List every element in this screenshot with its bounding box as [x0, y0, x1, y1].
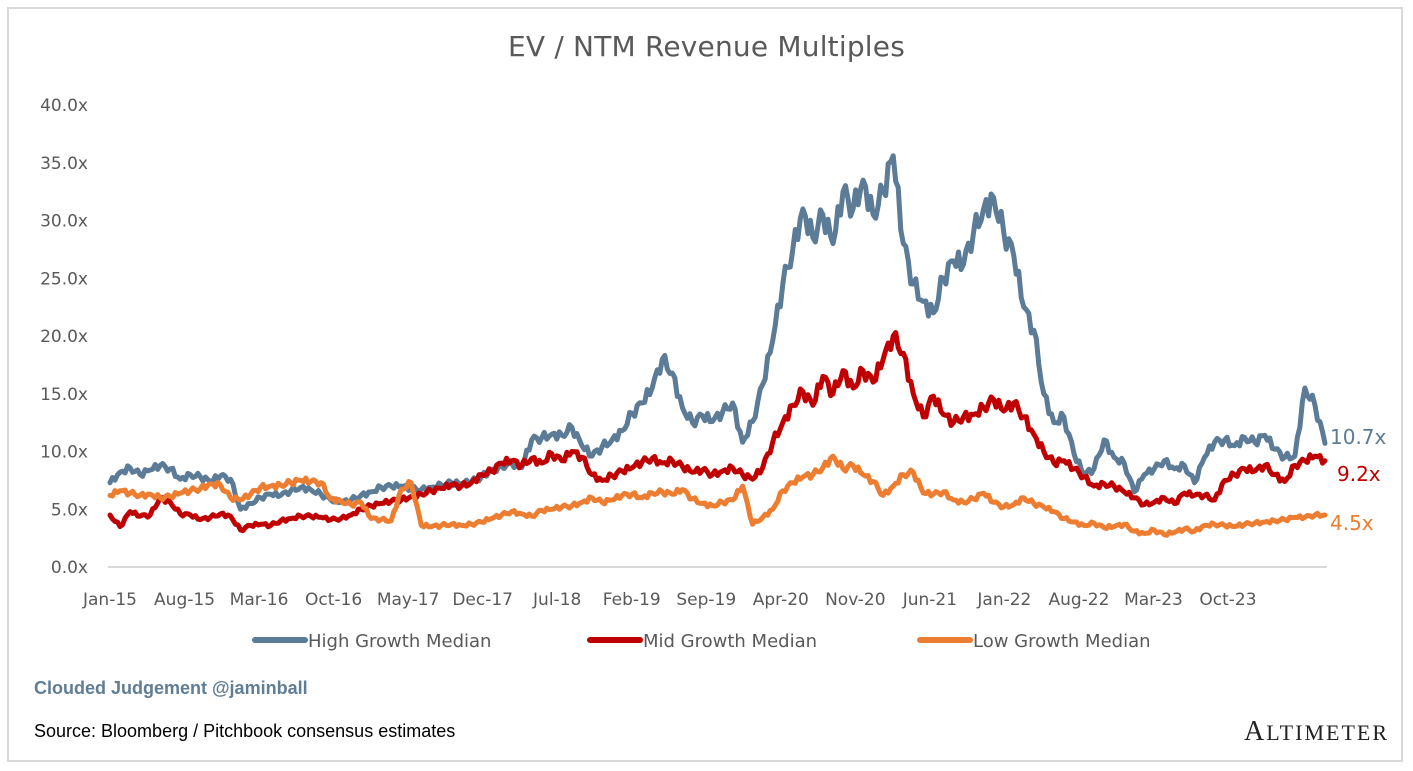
y-tick-label: 20.0x: [40, 327, 88, 347]
x-tick-label: Oct-16: [305, 590, 362, 610]
x-tick-label: Mar-23: [1124, 590, 1183, 610]
credit-text: Clouded Judgement @jaminball: [34, 678, 308, 698]
legend-label: Mid Growth Median: [643, 631, 817, 652]
chart-frame: [7, 7, 1403, 762]
y-tick-label: 15.0x: [40, 385, 88, 405]
y-tick-label: 10.0x: [40, 443, 88, 463]
x-tick-label: Jun-21: [902, 590, 957, 610]
x-tick-label: Aug-22: [1048, 590, 1109, 610]
end-value-label: 10.7x: [1330, 425, 1387, 449]
x-tick-label: Aug-15: [154, 590, 215, 610]
y-tick-label: 30.0x: [40, 212, 88, 232]
brand-first-letter: A: [1244, 716, 1267, 747]
series-line-mid-growth-median: [107, 330, 1328, 534]
brand-rest: LTIMETER: [1266, 720, 1389, 745]
series-line-high-growth-median: [107, 153, 1328, 512]
legend-label: Low Growth Median: [973, 631, 1151, 652]
y-axis: 0.0x 5.0x 10.0x 15.0x 20.0x 25.0x 30.0x 35.0x 40…: [40, 96, 88, 578]
end-value-label: 4.5x: [1330, 511, 1374, 535]
x-axis: Jan-15 Aug-15 Mar-16 Oct-16 May-17 Dec-17 Jul-…: [82, 590, 1257, 610]
x-tick-label: May-17: [377, 590, 440, 610]
altimeter-logo: ALTIMETER: [1244, 716, 1389, 748]
legend: High Growth Median Mid Growth Median Low G…: [252, 631, 1151, 652]
y-tick-label: 25.0x: [40, 269, 88, 289]
x-tick-label: Jan-22: [976, 590, 1031, 610]
end-value-label: 9.2x: [1337, 462, 1381, 486]
x-tick-label: Mar-16: [230, 590, 289, 610]
x-tick-label: Jan-15: [82, 590, 137, 610]
x-tick-label: Apr-20: [753, 590, 809, 610]
chart-title: EV / NTM Revenue Multiples: [507, 30, 906, 63]
legend-item: High Growth Median: [252, 631, 491, 652]
end-labels: 10.7x 9.2x 4.5x: [1330, 425, 1387, 535]
y-tick-label: 5.0x: [51, 500, 88, 520]
legend-item: Mid Growth Median: [587, 631, 817, 652]
x-tick-label: Jul-18: [532, 590, 581, 610]
y-tick-label: 40.0x: [40, 96, 88, 116]
legend-label: High Growth Median: [308, 631, 491, 652]
x-tick-label: Oct-23: [1199, 590, 1256, 610]
y-tick-label: 0.0x: [51, 558, 88, 578]
series-line-low-growth-median: [107, 453, 1328, 538]
x-tick-label: Dec-17: [452, 590, 513, 610]
x-tick-label: Sep-19: [676, 590, 736, 610]
source-text: Source: Bloomberg / Pitchbook consensus …: [34, 721, 456, 741]
legend-item: Low Growth Median: [917, 631, 1151, 652]
x-tick-label: Feb-19: [603, 590, 661, 610]
series-group: [107, 153, 1328, 538]
x-tick-label: Nov-20: [825, 590, 886, 610]
y-tick-label: 35.0x: [40, 154, 88, 174]
